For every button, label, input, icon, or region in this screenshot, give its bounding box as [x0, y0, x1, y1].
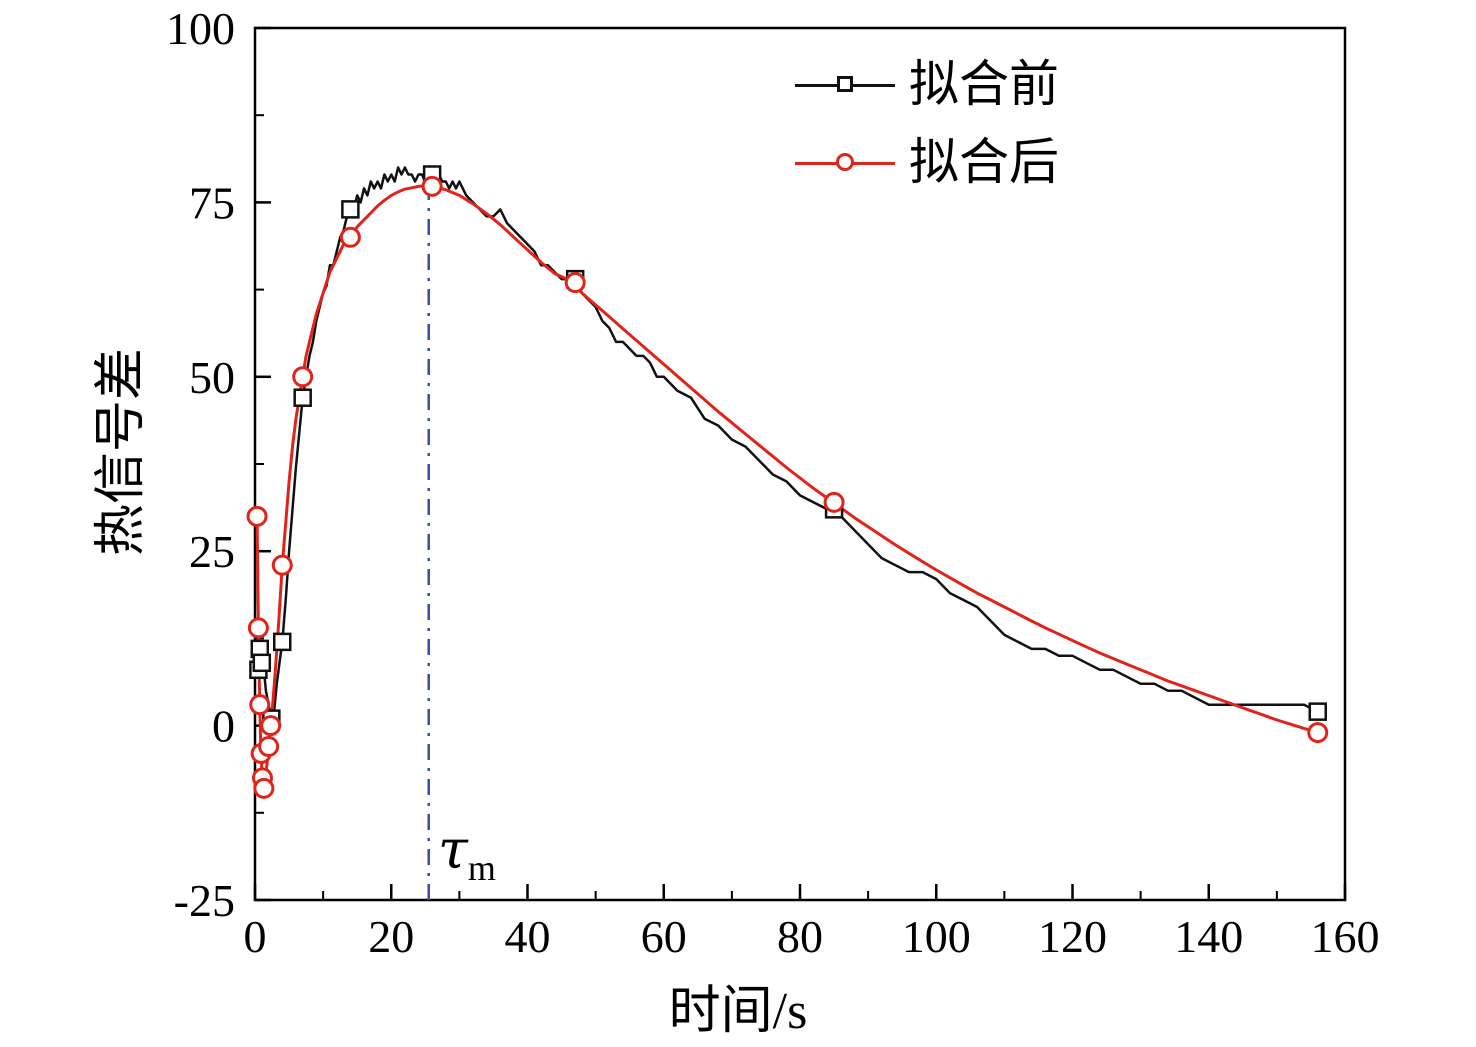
- legend-swatch-after-fit: [795, 130, 895, 194]
- series-markers-before-fit: [249, 165, 1327, 728]
- y-tick-label: 100: [166, 3, 235, 54]
- circle-marker-icon: [823, 491, 845, 513]
- x-axis: 0 20 40 60 80 100 120 140 160: [244, 884, 1380, 962]
- circle-marker-icon: [564, 272, 586, 294]
- x-tick-label: 60: [641, 911, 687, 962]
- x-tick-label: 100: [902, 911, 971, 962]
- x-axis-label: 时间/s: [668, 983, 808, 1040]
- square-marker-icon: [252, 653, 272, 673]
- circle-marker-icon: [253, 777, 275, 799]
- legend: 拟合前 拟合后: [795, 52, 1059, 194]
- x-tick-label: 160: [1311, 911, 1380, 962]
- series-markers-after-fit: [246, 175, 1329, 799]
- circle-marker-icon: [421, 175, 443, 197]
- x-tick-label: 20: [368, 911, 414, 962]
- circle-marker-icon: [836, 153, 854, 171]
- y-tick-label: 50: [189, 352, 235, 403]
- circle-marker-icon: [260, 715, 282, 737]
- square-marker-icon: [1308, 702, 1327, 721]
- series-line-after-fit: [255, 184, 1319, 790]
- square-marker-icon: [341, 200, 360, 219]
- circle-marker-icon: [258, 736, 280, 758]
- y-tick-label: 25: [189, 526, 235, 577]
- square-marker-icon: [293, 388, 312, 407]
- legend-swatch-before-fit: [795, 52, 895, 116]
- y-tick-label: 75: [189, 177, 235, 228]
- tau-symbol: τ: [438, 818, 468, 881]
- circle-marker-icon: [247, 617, 269, 639]
- x-tick-label: 140: [1174, 911, 1243, 962]
- series-line-before-fit: [255, 166, 1319, 720]
- circle-marker-icon: [271, 554, 293, 576]
- circle-marker-icon: [246, 505, 268, 527]
- y-axis: -25 0 25 50 75 100: [166, 3, 271, 926]
- x-tick-label: 40: [505, 911, 551, 962]
- legend-item-before-fit: 拟合前: [795, 52, 1059, 116]
- circle-marker-icon: [249, 694, 271, 716]
- x-tick-label: 80: [777, 911, 823, 962]
- square-marker-icon: [837, 76, 853, 92]
- circle-marker-icon: [292, 366, 314, 388]
- legend-label-before-fit: 拟合前: [909, 56, 1059, 112]
- circle-marker-icon: [1307, 722, 1329, 744]
- y-tick-label: 0: [212, 701, 235, 752]
- tau-subscript: m: [467, 847, 496, 888]
- legend-item-after-fit: 拟合后: [795, 130, 1059, 194]
- square-marker-icon: [273, 632, 292, 652]
- y-tick-label: -25: [174, 875, 235, 926]
- circle-marker-icon: [339, 226, 361, 248]
- tau-m-annotation: τm: [438, 818, 496, 889]
- legend-label-after-fit: 拟合后: [909, 134, 1059, 190]
- x-tick-label: 120: [1038, 911, 1107, 962]
- x-tick-label: 0: [244, 911, 267, 962]
- y-axis-label: 热信号差: [93, 348, 150, 557]
